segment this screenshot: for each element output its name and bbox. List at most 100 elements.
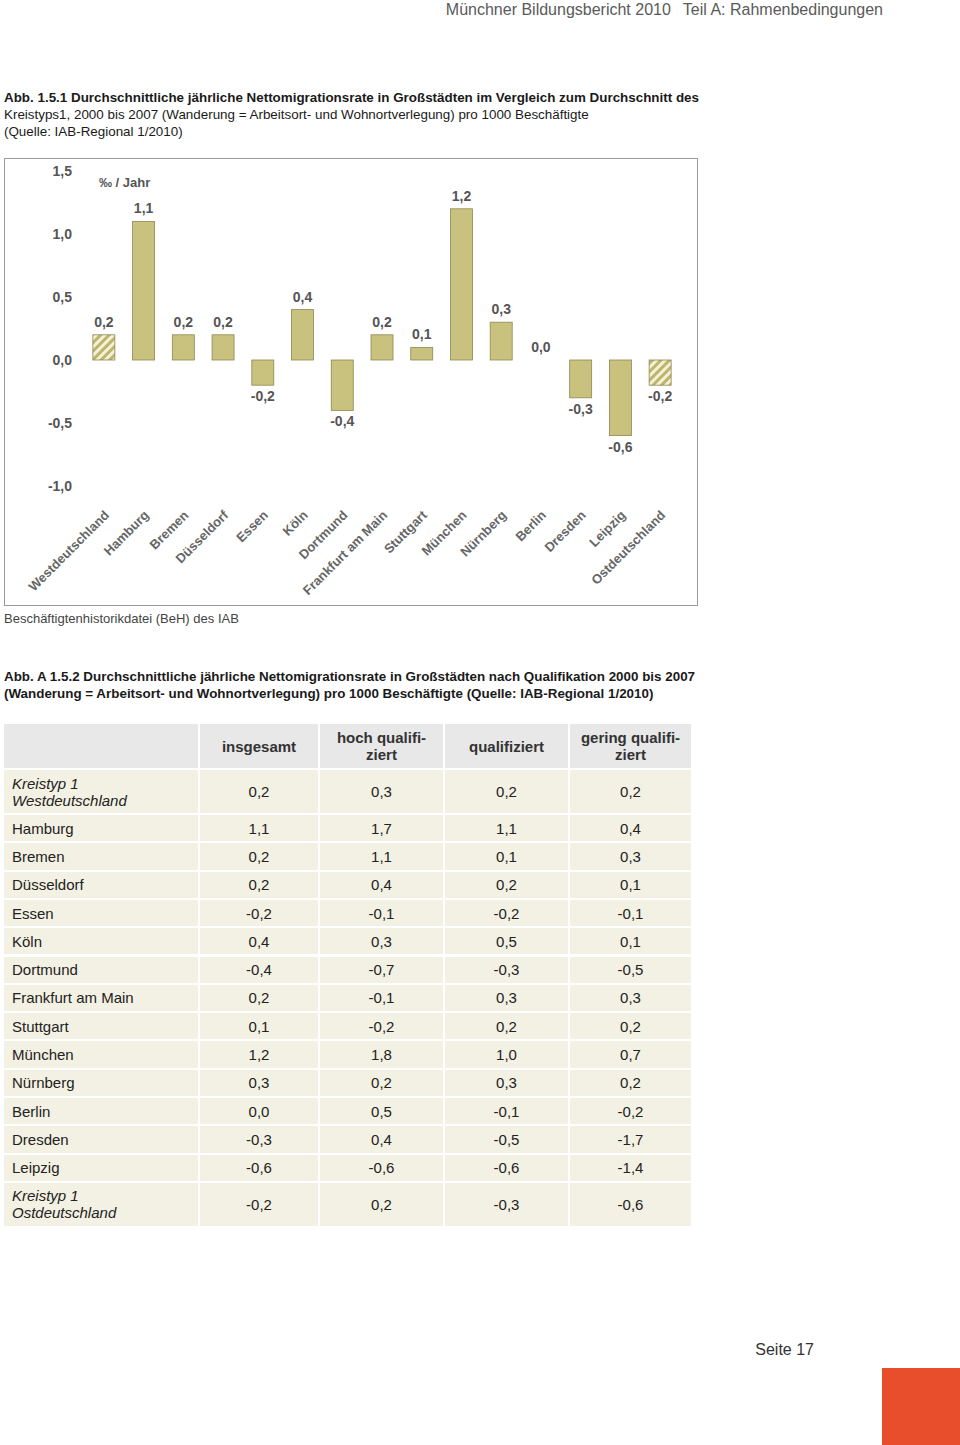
table-cell-text: -0,2 xyxy=(494,905,520,922)
figure-caption: (Quelle: IAB-Regional 1/2010) xyxy=(4,123,183,140)
table-row-label-text: Nürnberg xyxy=(12,1074,198,1091)
table-cell-text: 0,2 xyxy=(371,1074,392,1091)
table-cell: 1,1 xyxy=(200,815,318,841)
x-tick-label: Westdeutschland xyxy=(25,507,112,594)
table-cell-text: -0,3 xyxy=(246,1131,272,1148)
table-row-label: Hamburg xyxy=(4,815,198,841)
table-row-label-text: Westdeutschland xyxy=(12,792,198,809)
table-cell-text: -0,2 xyxy=(618,1103,644,1120)
table-cell-text: 0,2 xyxy=(249,783,270,800)
table-row-label: Essen xyxy=(4,900,198,926)
table-cell-text: -0,2 xyxy=(246,905,272,922)
figure-caption: Abb. 1.5.1 Durchschnittliche jährliche N… xyxy=(4,89,699,106)
table-cell-text: 0,2 xyxy=(620,1074,641,1091)
table-cell-text: 0,4 xyxy=(371,876,392,893)
table-cell: 0,4 xyxy=(320,872,443,898)
data-label: 0,0 xyxy=(531,339,551,355)
header-section: Teil A: Rahmenbedingungen xyxy=(683,1,883,18)
table-cell-text: -0,6 xyxy=(494,1159,520,1176)
table-cell: 1,0 xyxy=(445,1041,568,1067)
bar xyxy=(172,335,194,360)
data-label: -0,6 xyxy=(608,439,632,455)
table-cell: 0,1 xyxy=(200,1013,318,1039)
table-cell: -0,3 xyxy=(445,957,568,983)
corner-block xyxy=(882,1368,960,1445)
table-cell: 0,3 xyxy=(320,928,443,954)
table-cell-text: 0,2 xyxy=(249,876,270,893)
table-header-text: insgesamt xyxy=(222,738,296,755)
x-tick-label: Essen xyxy=(233,507,271,545)
table-row-label: München xyxy=(4,1041,198,1067)
data-label: 0,2 xyxy=(174,314,194,330)
x-tick-label: Berlin xyxy=(512,507,549,544)
table-cell-text: 0,5 xyxy=(496,933,517,950)
table-cell: 1,1 xyxy=(320,843,443,869)
table-cell: -1,4 xyxy=(570,1155,691,1181)
data-label: -0,2 xyxy=(648,388,672,404)
table-cell: 0,4 xyxy=(570,815,691,841)
bar xyxy=(212,335,234,360)
x-tick-label: Köln xyxy=(280,507,311,538)
table-header-text: hoch qualifi- xyxy=(337,729,426,746)
data-label: 0,2 xyxy=(213,314,233,330)
table-cell: 1,2 xyxy=(200,1041,318,1067)
table-row-label-text: Berlin xyxy=(12,1103,198,1120)
x-tick-group: Nürnberg xyxy=(457,507,509,559)
data-label: 1,2 xyxy=(452,188,472,204)
bar xyxy=(292,310,314,360)
page: Münchner Bildungsbericht 2010 Teil A: Rah… xyxy=(0,0,960,1445)
data-label: 0,4 xyxy=(293,289,313,305)
table-cell-text: 0,3 xyxy=(249,1074,270,1091)
table-cell: 0,2 xyxy=(445,872,568,898)
bar xyxy=(649,360,671,385)
table-cell-text: 1,1 xyxy=(371,848,392,865)
data-label: 1,1 xyxy=(134,200,154,216)
table-cell: 0,2 xyxy=(570,1013,691,1039)
table-cell: -0,3 xyxy=(445,1183,568,1226)
bar xyxy=(252,360,274,385)
table-cell-text: 0,4 xyxy=(620,820,641,837)
x-tick-group: Düsseldorf xyxy=(173,507,232,566)
table-cell: 0,2 xyxy=(200,872,318,898)
table-cell-text: -1,4 xyxy=(618,1159,644,1176)
table-cell-text: -0,4 xyxy=(246,961,272,978)
table-cell: -1,7 xyxy=(570,1126,691,1152)
table-cell: 1,1 xyxy=(445,815,568,841)
figure-source: Beschäftigtenhistorikdatei (BeH) des IAB xyxy=(4,611,239,626)
chart-frame: 1,51,00,50,0-0,5-1,0‰ / Jahr0,21,10,20,2… xyxy=(4,158,698,606)
table-row-label-text: Düsseldorf xyxy=(12,876,198,893)
table-cell: 0,7 xyxy=(570,1041,691,1067)
table-cell-text: -0,6 xyxy=(618,1196,644,1213)
table-cell: -0,6 xyxy=(200,1155,318,1181)
table-cell: -0,5 xyxy=(445,1126,568,1152)
y-tick-label: -0,5 xyxy=(48,415,72,431)
table-row-label: Leipzig xyxy=(4,1155,198,1181)
table-cell-text: 0,2 xyxy=(371,1196,392,1213)
table-cell-text: -0,5 xyxy=(618,961,644,978)
table-row-label: Berlin xyxy=(4,1098,198,1124)
table-cell: 0,2 xyxy=(320,1183,443,1226)
table-cell: 0,2 xyxy=(445,1013,568,1039)
table-cell-text: 1,8 xyxy=(371,1046,392,1063)
table-cell-text: -0,2 xyxy=(369,1018,395,1035)
y-tick-label: -1,0 xyxy=(48,478,72,494)
table-cell: -0,2 xyxy=(320,1013,443,1039)
x-tick-group: Westdeutschland xyxy=(25,507,112,594)
bar xyxy=(331,360,353,410)
table-row-label-text: Köln xyxy=(12,933,198,950)
figure-caption: Kreistyps1, 2000 bis 2007 (Wanderung = A… xyxy=(4,106,589,123)
table-header-cell xyxy=(4,724,198,768)
header-title: Münchner Bildungsbericht 2010 xyxy=(446,1,671,18)
table-cell: 0,3 xyxy=(570,843,691,869)
table-cell-text: -0,5 xyxy=(494,1131,520,1148)
table-cell: 1,8 xyxy=(320,1041,443,1067)
table-cell-text: -0,7 xyxy=(369,961,395,978)
table-cell-text: -0,1 xyxy=(369,905,395,922)
table-cell: -0,2 xyxy=(445,900,568,926)
table-cell: -0,1 xyxy=(320,900,443,926)
x-tick-group: Berlin xyxy=(512,507,549,544)
table-cell-text: 1,1 xyxy=(249,820,270,837)
table-cell: -0,1 xyxy=(320,985,443,1011)
table-cell: 0,1 xyxy=(570,928,691,954)
data-label: -0,2 xyxy=(251,388,275,404)
